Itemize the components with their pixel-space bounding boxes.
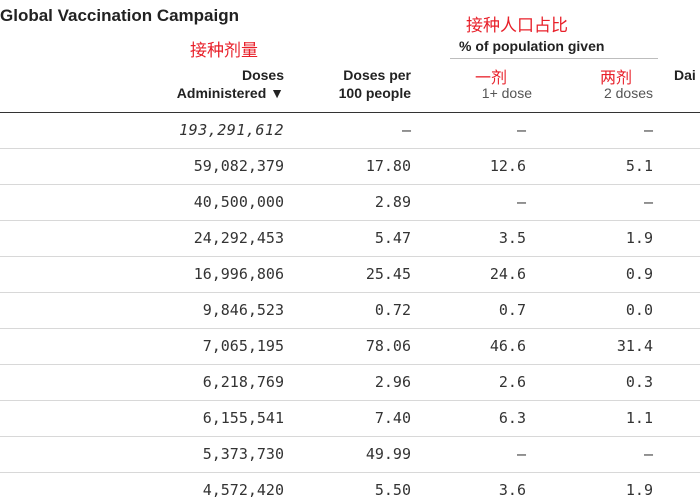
cell-one-dose-percent: 2.6 [498,373,526,391]
cell-doses-per-100: 2.89 [374,193,411,211]
column-header-one-dose-line2: 1+ dose [481,85,532,101]
cell-doses-per-100: 17.80 [365,157,411,175]
cell-one-dose-percent: 6.3 [498,409,526,427]
cell-doses-per-100: 49.99 [365,445,411,463]
cell-two-doses-percent: 1.9 [625,481,653,499]
cell-doses-per-100: 25.45 [365,265,411,283]
cell-two-doses-percent: 0.3 [625,373,653,391]
table-row[interactable]: 59,082,379 17.80 12.6 5.1 [0,149,700,185]
cell-doses-per-100: – [401,121,411,139]
table-row[interactable]: 9,846,523 0.72 0.7 0.0 [0,293,700,329]
column-header-doses[interactable]: Doses Administered ▼ [124,66,284,102]
column-header-one-dose[interactable]: 1+ dose [452,66,532,102]
cell-one-dose-percent: 24.6 [489,265,526,283]
cell-one-dose-percent: 3.5 [498,229,526,247]
table-header-divider [0,112,700,113]
cell-two-doses-percent: 1.9 [625,229,653,247]
table-row[interactable]: 16,996,806 25.45 24.6 0.9 [0,257,700,293]
cell-two-doses-percent: 5.1 [625,157,653,175]
cell-doses-per-100: 0.72 [374,301,411,319]
column-header-daily[interactable]: Dai [674,67,696,83]
cell-doses-per-100: 5.50 [374,481,411,499]
cell-doses-administered: 24,292,453 [193,229,284,247]
column-header-per100[interactable]: Doses per 100 people [291,66,411,102]
table-row[interactable]: 6,218,769 2.96 2.6 0.3 [0,365,700,401]
annotation-one-dose: 一剂 [475,68,508,87]
table-row[interactable]: 7,065,195 78.06 46.6 31.4 [0,329,700,365]
column-header-two-doses[interactable]: 2 doses [573,66,653,102]
cell-doses-administered: 40,500,000 [193,193,284,211]
group-divider [450,58,658,59]
column-header-two-doses-line2: 2 doses [603,85,653,101]
cell-doses-per-100: 5.47 [374,229,411,247]
cell-doses-administered: 9,846,523 [202,301,284,319]
table-row[interactable]: 40,500,000 2.89 – – [0,185,700,221]
cell-doses-per-100: 7.40 [374,409,411,427]
cell-doses-administered: 7,065,195 [202,337,284,355]
column-header-doses-line2: Administered ▼ [176,85,284,101]
cell-two-doses-percent: 0.9 [625,265,653,283]
cell-one-dose-percent: 46.6 [489,337,526,355]
table-row[interactable]: 193,291,612 – – – [0,113,700,149]
table-row[interactable]: 24,292,453 5.47 3.5 1.9 [0,221,700,257]
cell-doses-administered: 6,218,769 [202,373,284,391]
cell-two-doses-percent: – [643,193,653,211]
population-group-label: % of population given [459,38,605,54]
table-body: 193,291,612 – – – 59,082,379 17.80 12.6 5.1 40,5… [0,113,700,500]
cell-two-doses-percent: 31.4 [616,337,653,355]
cell-doses-administered: 4,572,420 [202,481,284,499]
cell-doses-per-100: 78.06 [365,337,411,355]
cell-two-doses-percent: 1.1 [625,409,653,427]
column-header-doses-line1: Doses [241,67,284,83]
table-row[interactable]: 5,373,730 49.99 – – [0,437,700,473]
cell-one-dose-percent: 0.7 [498,301,526,319]
column-header-two-doses-line1 [573,66,653,84]
cell-two-doses-percent: – [643,445,653,463]
cell-one-dose-percent: 12.6 [489,157,526,175]
cell-one-dose-percent: – [516,121,526,139]
cell-doses-administered: 193,291,612 [179,121,284,139]
cell-one-dose-percent: – [516,193,526,211]
table-row[interactable]: 6,155,541 7.40 6.3 1.1 [0,401,700,437]
cell-doses-administered: 59,082,379 [193,157,284,175]
column-header-per100-line2: 100 people [338,85,411,101]
annotation-doses: 接种剂量 [190,41,258,61]
cell-doses-administered: 16,996,806 [193,265,284,283]
annotation-two-doses: 两剂 [600,68,633,87]
cell-two-doses-percent: – [643,121,653,139]
cell-two-doses-percent: 0.0 [625,301,653,319]
cell-doses-per-100: 2.96 [374,373,411,391]
cell-doses-administered: 6,155,541 [202,409,284,427]
cell-one-dose-percent: 3.6 [498,481,526,499]
column-header-one-dose-line1 [452,66,532,84]
table-row[interactable]: 4,572,420 5.50 3.6 1.9 [0,473,700,500]
page-title: Global Vaccination Campaign [0,6,239,25]
column-header-per100-line1: Doses per [343,67,411,83]
annotation-population-share: 接种人口占比 [466,16,568,36]
cell-doses-administered: 5,373,730 [202,445,284,463]
cell-one-dose-percent: – [516,445,526,463]
